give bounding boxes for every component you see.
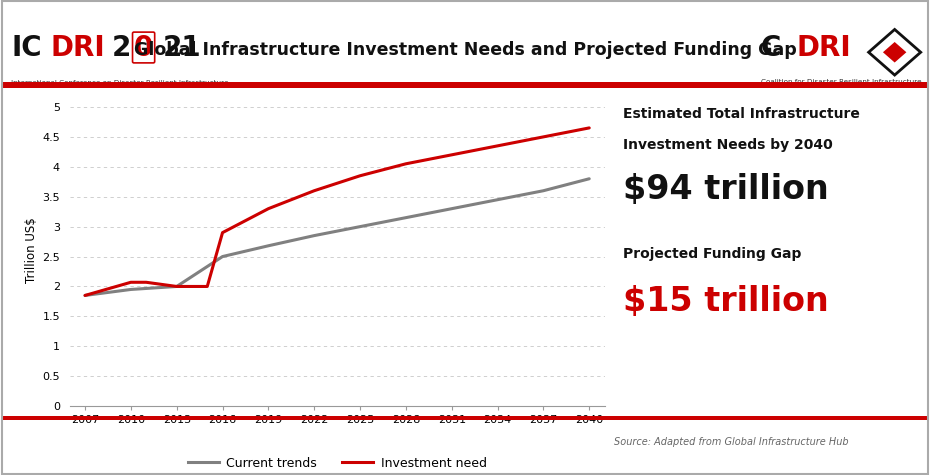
Text: 2: 2	[112, 34, 131, 61]
Y-axis label: Trillion US$: Trillion US$	[25, 218, 38, 284]
Text: 0: 0	[134, 34, 153, 61]
Text: Coalition for Disaster Resilient Infrastructure: Coalition for Disaster Resilient Infrast…	[761, 79, 922, 85]
Text: DRI: DRI	[50, 34, 105, 61]
Text: IC: IC	[11, 34, 42, 61]
Legend: Current trends, Investment need: Current trends, Investment need	[182, 452, 492, 475]
Text: $94 trillion: $94 trillion	[623, 173, 829, 206]
Text: DRI: DRI	[796, 34, 851, 61]
Text: Projected Funding Gap: Projected Funding Gap	[623, 247, 802, 261]
Text: International Conference on Disaster Resilient Infrastructure: International Conference on Disaster Res…	[11, 80, 229, 86]
Text: Global Infrastructure Investment Needs and Projected Funding Gap: Global Infrastructure Investment Needs a…	[134, 41, 796, 59]
Text: C: C	[761, 34, 781, 61]
Text: Estimated Total Infrastructure: Estimated Total Infrastructure	[623, 107, 860, 121]
Text: Investment Needs by 2040: Investment Needs by 2040	[623, 138, 833, 152]
Text: 21: 21	[163, 34, 202, 61]
Text: Source: Adapted from Global Infrastructure Hub: Source: Adapted from Global Infrastructu…	[614, 437, 848, 447]
Text: $15 trillion: $15 trillion	[623, 285, 829, 318]
